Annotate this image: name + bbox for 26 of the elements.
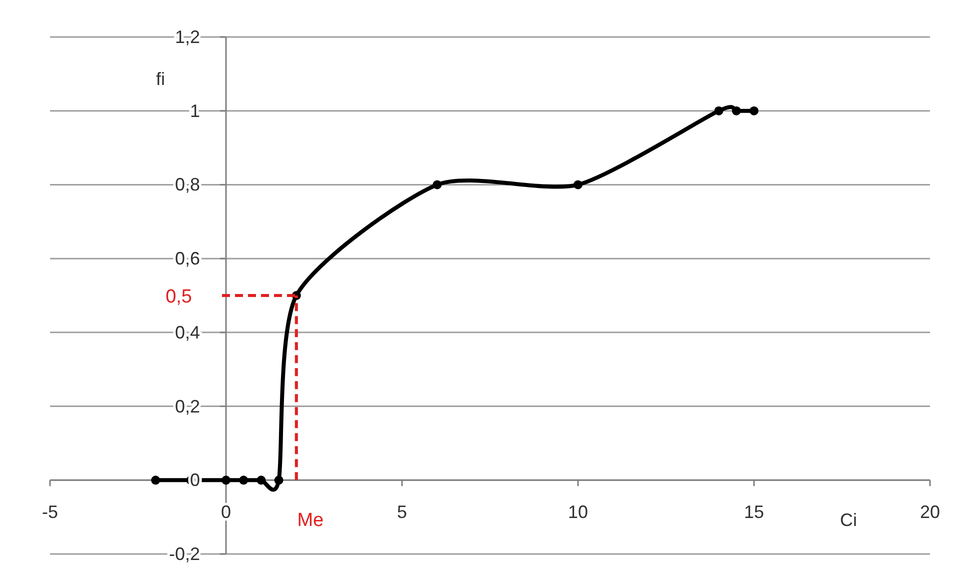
point bbox=[239, 476, 248, 485]
x-axis-title: Ci bbox=[840, 510, 857, 530]
point bbox=[732, 106, 741, 116]
y-tick-label: 0,8 bbox=[174, 174, 200, 195]
x-tick-label: 15 bbox=[744, 502, 764, 522]
x-tick-label: 5 bbox=[396, 502, 408, 522]
point bbox=[750, 106, 758, 116]
point bbox=[222, 476, 230, 485]
ref-line-label: 0,5 bbox=[166, 286, 192, 308]
point bbox=[574, 180, 582, 190]
y-tick-label: 0,6 bbox=[174, 248, 200, 269]
point bbox=[256, 476, 266, 485]
y-tick-label: 0,4 bbox=[174, 322, 200, 342]
y-tick-label: 1,2 bbox=[174, 27, 200, 47]
y-axis-title: fi bbox=[156, 69, 165, 89]
y-tick-label: 1 bbox=[190, 100, 200, 121]
point bbox=[714, 106, 724, 116]
x-tick-label: 10 bbox=[568, 502, 588, 522]
y-tick-label: 0,2 bbox=[174, 396, 200, 416]
x-tick-label: 20 bbox=[920, 502, 940, 522]
x-tick-label: -5 bbox=[42, 502, 58, 522]
ref-line-label: Me bbox=[297, 510, 324, 532]
point bbox=[151, 476, 160, 485]
point bbox=[274, 476, 284, 485]
y-tick-label: -0,2 bbox=[168, 544, 200, 564]
point bbox=[432, 180, 442, 190]
